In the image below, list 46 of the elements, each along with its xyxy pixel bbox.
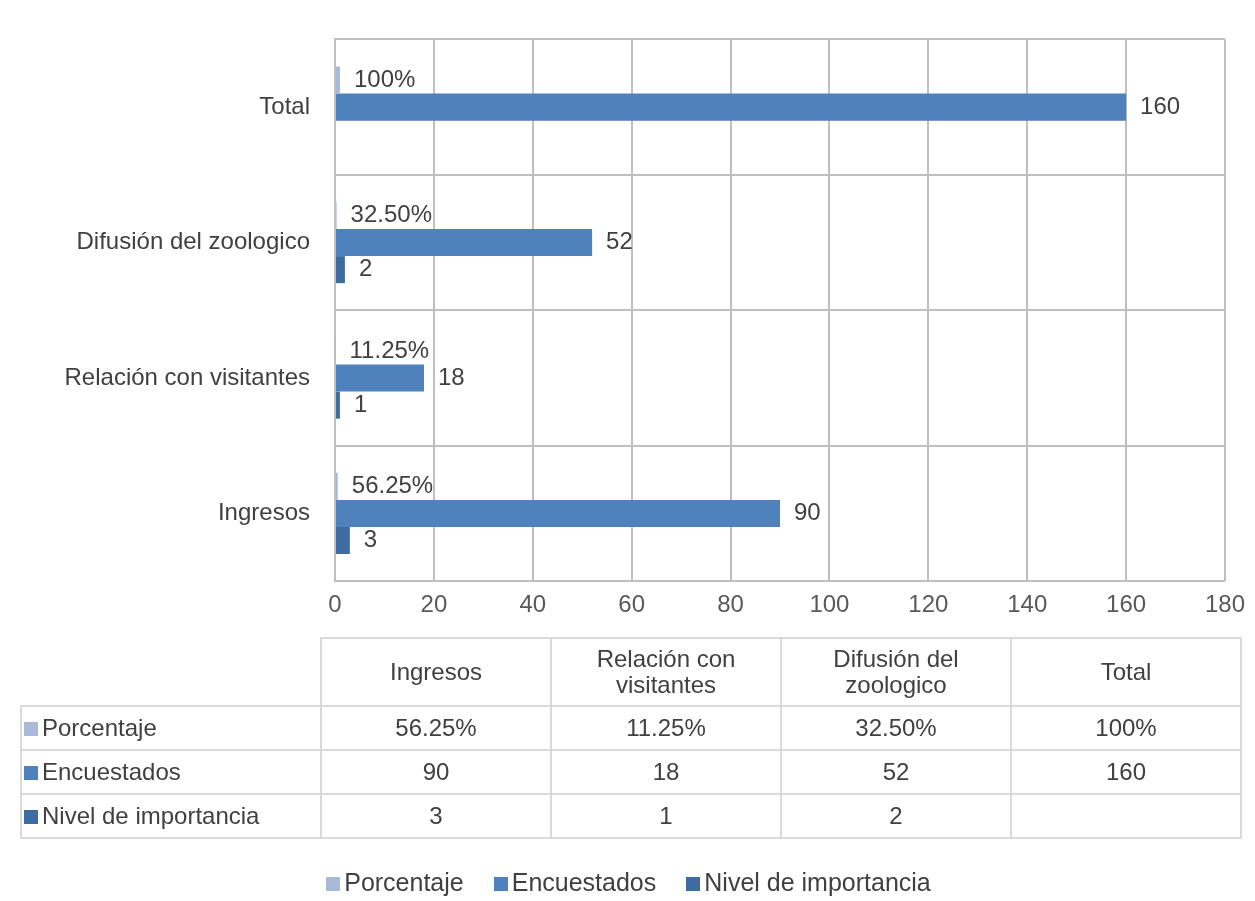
legend-label: Encuestados — [21, 750, 321, 794]
x-tick-label: 100 — [809, 590, 850, 618]
text: 18 — [652, 758, 680, 785]
data-label: 1 — [353, 389, 368, 417]
x-tick-label: 20 — [420, 590, 448, 618]
y-tick-label: Ingresos — [217, 498, 310, 526]
data-label: 11.25% — [349, 335, 430, 363]
data-label: 2 — [358, 254, 373, 282]
data-label: 160 — [1140, 91, 1181, 119]
text: Nivel de importancia — [704, 868, 931, 896]
data-label: 18 — [438, 362, 465, 390]
x-tick-label: 40 — [519, 590, 547, 618]
data-label: 90 — [793, 498, 821, 526]
data-label: 32.50% — [350, 200, 433, 228]
text: 32.50% — [855, 714, 937, 741]
x-tick-label: 80 — [717, 590, 744, 618]
text: 52 — [882, 758, 910, 785]
text: 3 — [429, 802, 443, 829]
text: 11.25% — [626, 714, 706, 741]
text: 56.25% — [395, 714, 477, 741]
category-label: Difusión del zoologico — [833, 645, 959, 698]
x-tick-label: 180 — [1204, 590, 1245, 618]
data-label: 56.25% — [351, 471, 434, 499]
text: Porcentaje — [344, 868, 464, 896]
x-tick-label: 0 — [328, 590, 342, 618]
y-tick-label: Relación con visitantes — [64, 362, 310, 390]
y-tick-label: Total — [259, 91, 310, 119]
x-tick-label: 160 — [1106, 590, 1147, 618]
legend-label: Porcentaje — [21, 706, 321, 750]
text: 90 — [422, 758, 450, 785]
category-label: Relación con visitantes — [596, 645, 736, 698]
legend-label: Nivel de importancia — [21, 794, 321, 838]
text: 1 — [659, 802, 673, 829]
text: 2 — [889, 802, 903, 829]
x-tick-label: 140 — [1007, 590, 1048, 618]
x-tick-label: 120 — [908, 590, 949, 618]
data-label: 100% — [353, 64, 416, 92]
data-label: 52 — [606, 227, 633, 255]
y-tick-label: Difusión del zoologico — [76, 227, 310, 255]
category-label: Ingresos — [389, 658, 483, 685]
category-label: Total — [1100, 658, 1152, 685]
text: Encuestados — [511, 868, 657, 896]
text: 160 — [1105, 758, 1147, 785]
text: 100% — [1095, 714, 1157, 741]
data-label: 3 — [363, 525, 378, 553]
x-tick-label: 60 — [618, 590, 646, 618]
